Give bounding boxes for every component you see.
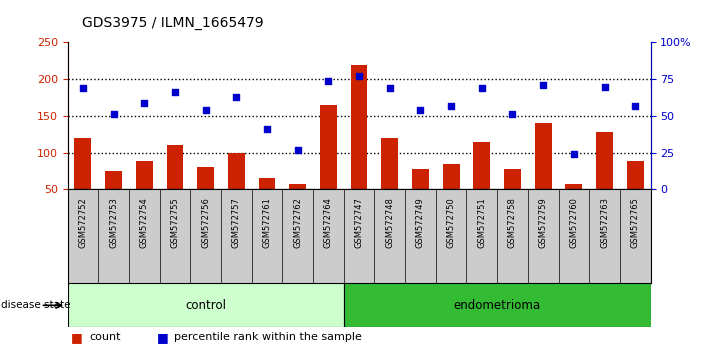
Point <box>139 100 150 105</box>
Bar <box>535 123 552 189</box>
Point <box>77 85 89 91</box>
Text: GSM572760: GSM572760 <box>570 197 578 248</box>
Text: endometrioma: endometrioma <box>454 299 540 312</box>
Bar <box>75 138 91 189</box>
Bar <box>351 64 368 189</box>
Bar <box>565 183 582 189</box>
Text: GSM572750: GSM572750 <box>447 197 456 248</box>
Text: ■: ■ <box>71 331 83 344</box>
Point <box>568 151 579 157</box>
Bar <box>381 138 398 189</box>
Bar <box>166 145 183 189</box>
Text: GSM572753: GSM572753 <box>109 197 118 248</box>
Text: GSM572755: GSM572755 <box>171 197 179 248</box>
Bar <box>596 132 613 189</box>
Text: GSM572756: GSM572756 <box>201 197 210 248</box>
Bar <box>105 171 122 189</box>
Point <box>262 126 273 132</box>
Text: percentile rank within the sample: percentile rank within the sample <box>174 332 362 342</box>
Point <box>445 103 456 108</box>
Text: GSM572747: GSM572747 <box>355 197 363 248</box>
Text: GSM572752: GSM572752 <box>78 197 87 248</box>
Bar <box>320 105 337 189</box>
Bar <box>228 153 245 189</box>
Text: GSM572764: GSM572764 <box>324 197 333 248</box>
Bar <box>136 161 153 189</box>
Text: GSM572765: GSM572765 <box>631 197 640 248</box>
Text: GSM572762: GSM572762 <box>293 197 302 248</box>
Point <box>629 103 641 108</box>
Text: GSM572754: GSM572754 <box>140 197 149 248</box>
Text: GSM572759: GSM572759 <box>539 197 547 248</box>
Text: disease state: disease state <box>1 300 71 310</box>
Point <box>507 112 518 117</box>
Text: count: count <box>89 332 120 342</box>
Bar <box>289 183 306 189</box>
Text: GSM572763: GSM572763 <box>600 197 609 248</box>
Bar <box>259 178 275 189</box>
Text: control: control <box>185 299 226 312</box>
Bar <box>68 283 343 327</box>
Point <box>169 90 181 95</box>
Text: GSM572757: GSM572757 <box>232 197 241 248</box>
Text: GSM572761: GSM572761 <box>262 197 272 248</box>
Text: GSM572748: GSM572748 <box>385 197 394 248</box>
Point <box>599 84 610 89</box>
Point <box>384 85 395 91</box>
Text: GSM572749: GSM572749 <box>416 197 425 248</box>
Point <box>230 94 242 100</box>
Text: GSM572758: GSM572758 <box>508 197 517 248</box>
Point <box>538 82 549 88</box>
Point <box>292 147 304 153</box>
Point <box>415 107 426 113</box>
Text: GSM572751: GSM572751 <box>477 197 486 248</box>
Bar <box>504 169 521 189</box>
Point <box>476 85 488 91</box>
Point <box>353 73 365 79</box>
Bar <box>443 164 459 189</box>
Text: ■: ■ <box>156 331 169 344</box>
Text: GDS3975 / ILMN_1665479: GDS3975 / ILMN_1665479 <box>82 16 263 30</box>
Point <box>108 112 119 117</box>
Bar <box>474 142 491 189</box>
Bar <box>412 169 429 189</box>
Bar <box>197 167 214 189</box>
Bar <box>343 283 651 327</box>
Point <box>323 78 334 84</box>
Bar <box>627 161 643 189</box>
Point <box>200 107 211 113</box>
